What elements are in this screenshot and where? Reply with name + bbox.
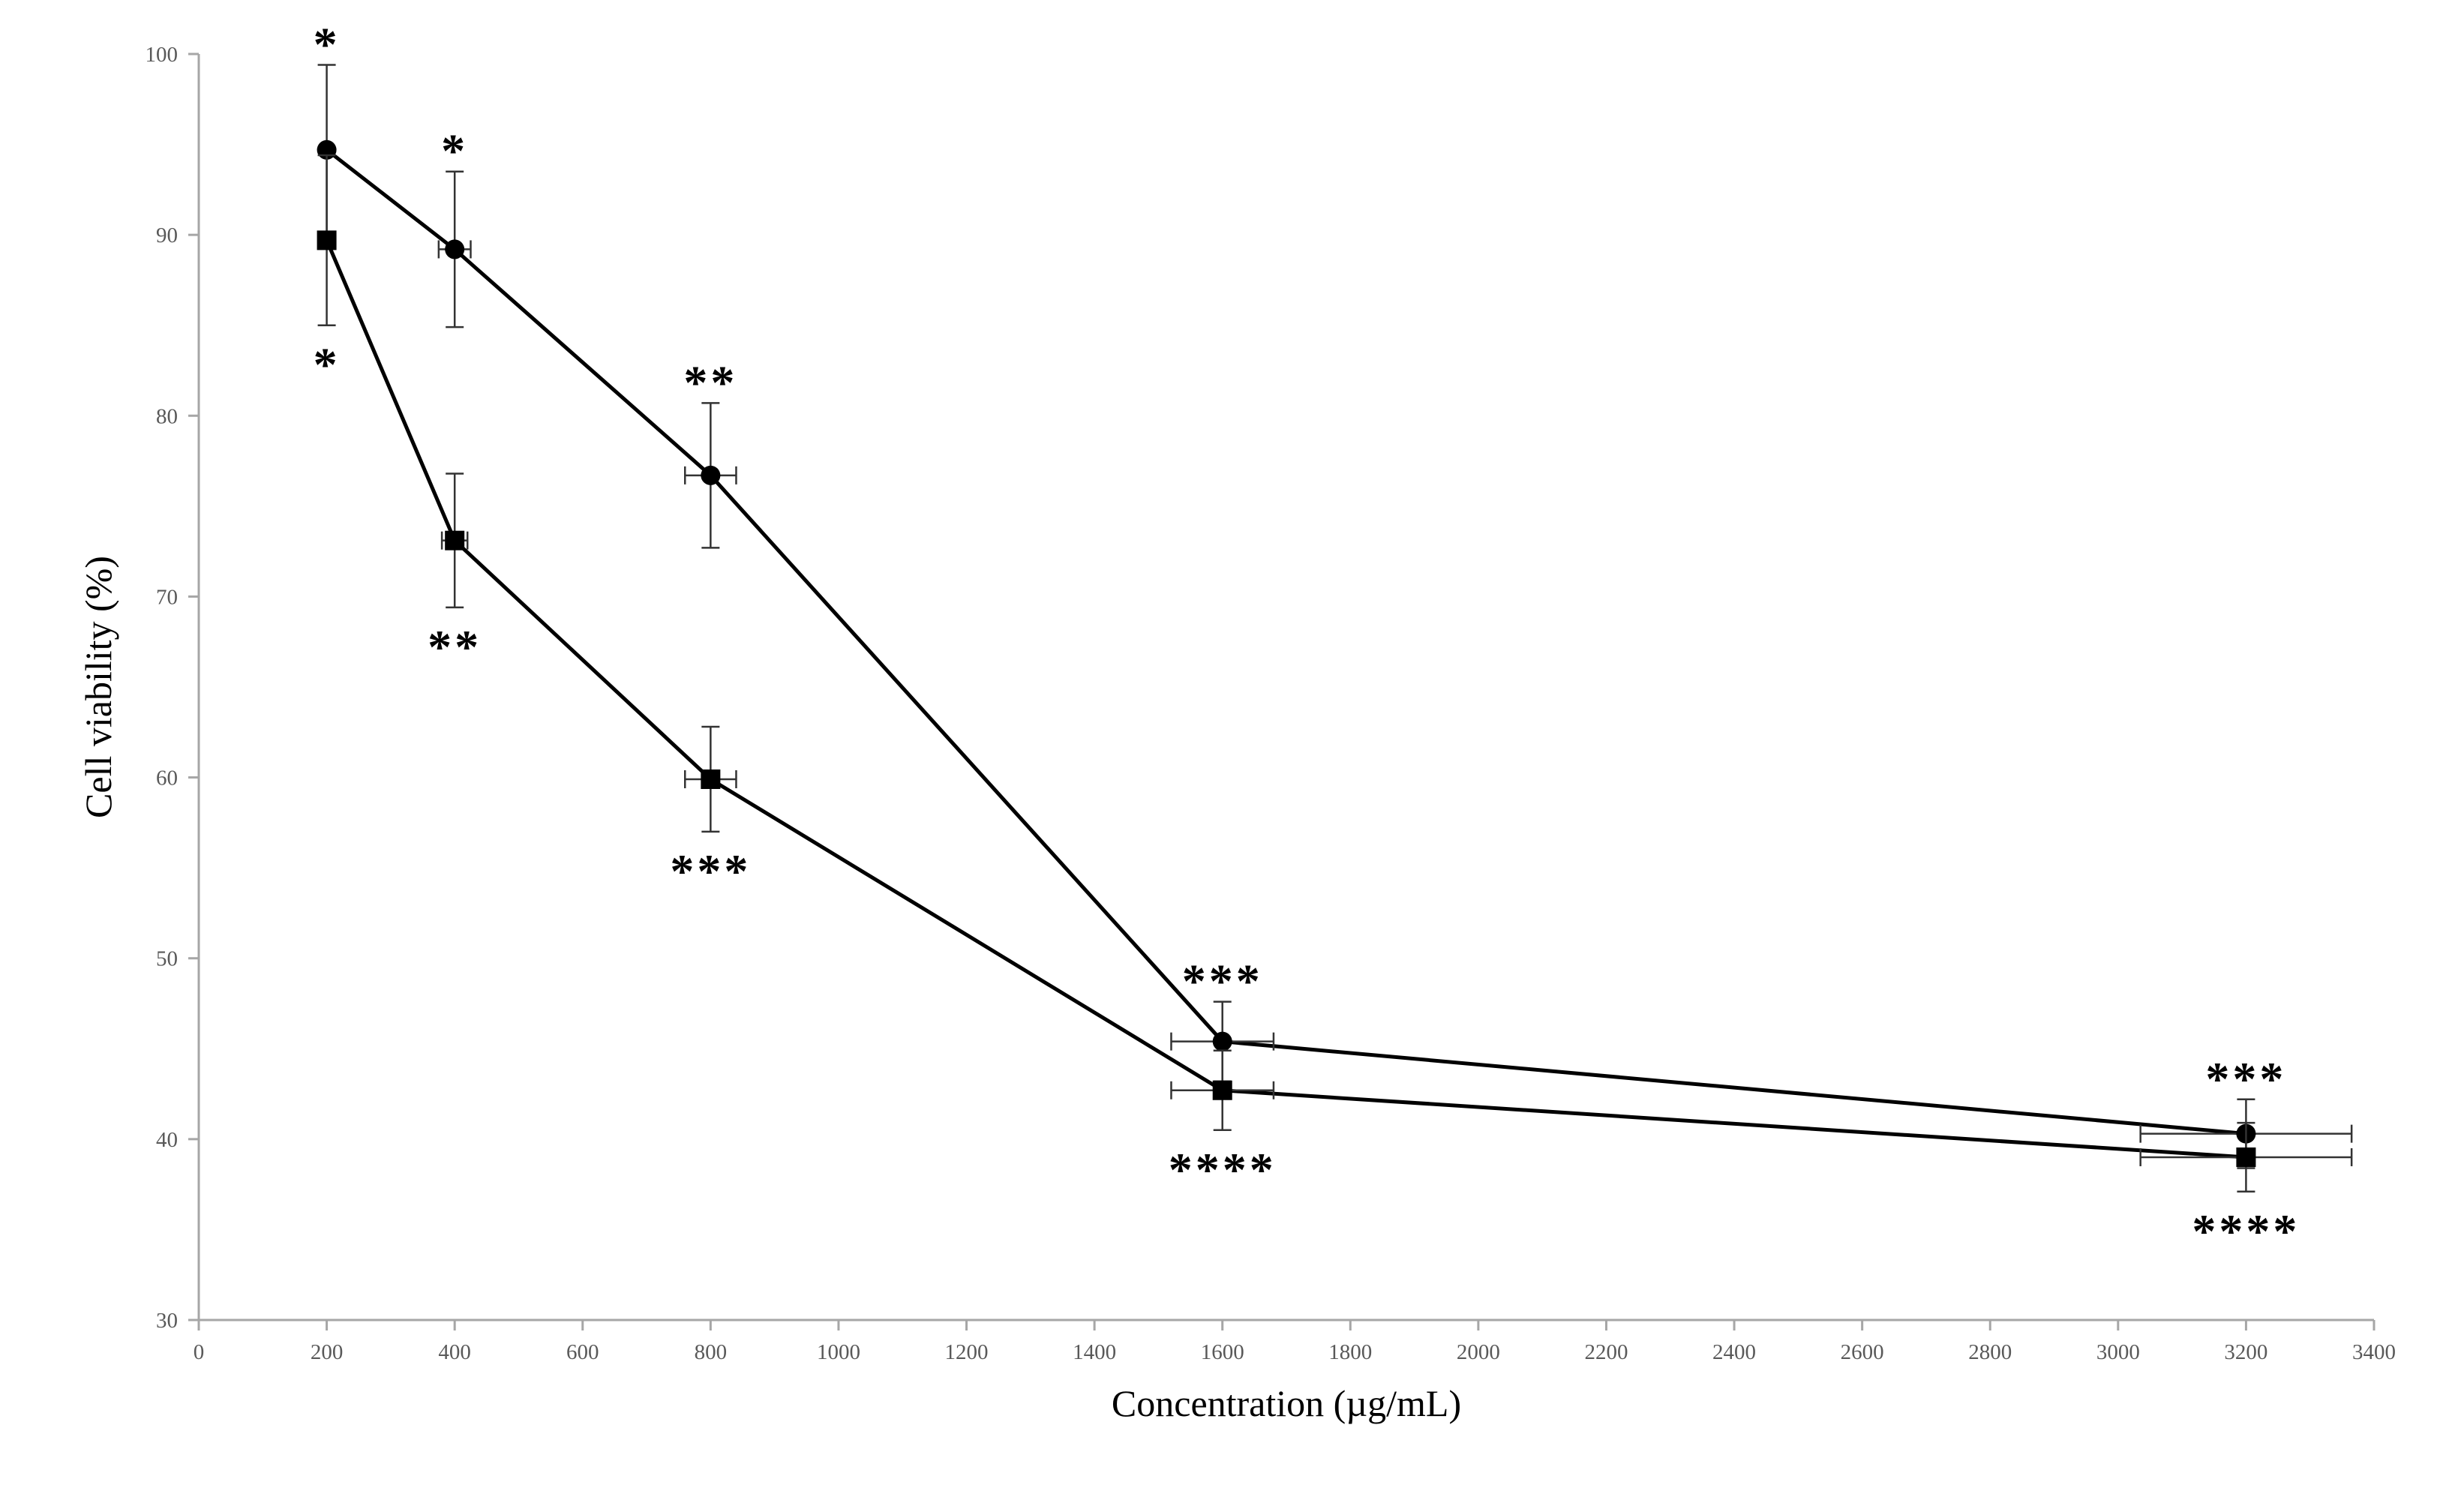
y-tick-label: 50 bbox=[156, 947, 178, 971]
y-tick-label: 100 bbox=[146, 43, 179, 67]
data-point-circle bbox=[1212, 1031, 1232, 1052]
x-tick-label: 3000 bbox=[2096, 1340, 2140, 1364]
significance-label: *** bbox=[670, 844, 751, 898]
significance-label: * bbox=[314, 17, 341, 70]
x-tick-label: 0 bbox=[194, 1340, 205, 1364]
series-line bbox=[325, 239, 2246, 1160]
significance-label: **** bbox=[1169, 1143, 1277, 1196]
significance-label: ** bbox=[683, 356, 737, 409]
data-point-square bbox=[317, 230, 337, 250]
axes bbox=[197, 54, 2374, 1322]
x-tick-label: 2600 bbox=[1841, 1340, 1884, 1364]
significance-label: * bbox=[441, 124, 468, 178]
significance-label: * bbox=[314, 338, 341, 392]
data-point-square bbox=[1212, 1080, 1232, 1100]
y-tick-label: 60 bbox=[156, 766, 178, 790]
x-tick-label: 800 bbox=[695, 1340, 728, 1364]
x-tick-label: 600 bbox=[566, 1340, 599, 1364]
series bbox=[317, 64, 2353, 1193]
x-tick-label: 2400 bbox=[1712, 1340, 1756, 1364]
y-tick-label: 80 bbox=[156, 404, 178, 428]
y-tick-label: 40 bbox=[156, 1128, 178, 1152]
x-tick-label: 200 bbox=[311, 1340, 344, 1364]
annotations: ************************ bbox=[314, 17, 2300, 1258]
x-tick-label: 1000 bbox=[817, 1340, 860, 1364]
x-tick-label: 400 bbox=[438, 1340, 471, 1364]
x-tick-label: 1600 bbox=[1201, 1340, 1244, 1364]
x-tick-label: 1400 bbox=[1073, 1340, 1116, 1364]
data-point-circle bbox=[701, 465, 721, 485]
x-axis-title: Concentration (µg/mL) bbox=[1112, 1382, 1461, 1424]
data-point-square bbox=[2236, 1147, 2256, 1167]
data-point-square bbox=[701, 769, 721, 789]
y-tick-label: 30 bbox=[156, 1309, 178, 1333]
x-tick-label: 1800 bbox=[1328, 1340, 1372, 1364]
y-tick-label: 90 bbox=[156, 224, 178, 248]
series-circle bbox=[317, 64, 2353, 1169]
significance-label: ** bbox=[428, 620, 482, 674]
data-point-circle bbox=[445, 239, 465, 260]
significance-label: *** bbox=[1182, 955, 1263, 1008]
data-point-square bbox=[445, 530, 465, 550]
series-square bbox=[317, 154, 2353, 1193]
x-tick-label: 2800 bbox=[1968, 1340, 2012, 1364]
y-axis-title: Cell viability (%) bbox=[77, 556, 119, 818]
significance-label: *** bbox=[2205, 1052, 2286, 1106]
y-tick-label: 70 bbox=[156, 585, 178, 609]
x-tick-label: 3400 bbox=[2352, 1340, 2396, 1364]
x-tick-label: 1200 bbox=[945, 1340, 989, 1364]
x-tick-label: 3200 bbox=[2224, 1340, 2267, 1364]
significance-label: **** bbox=[2192, 1204, 2300, 1258]
x-tick-label: 2200 bbox=[1584, 1340, 1628, 1364]
series-line bbox=[326, 148, 2246, 1136]
x-tick-label: 2000 bbox=[1457, 1340, 1500, 1364]
